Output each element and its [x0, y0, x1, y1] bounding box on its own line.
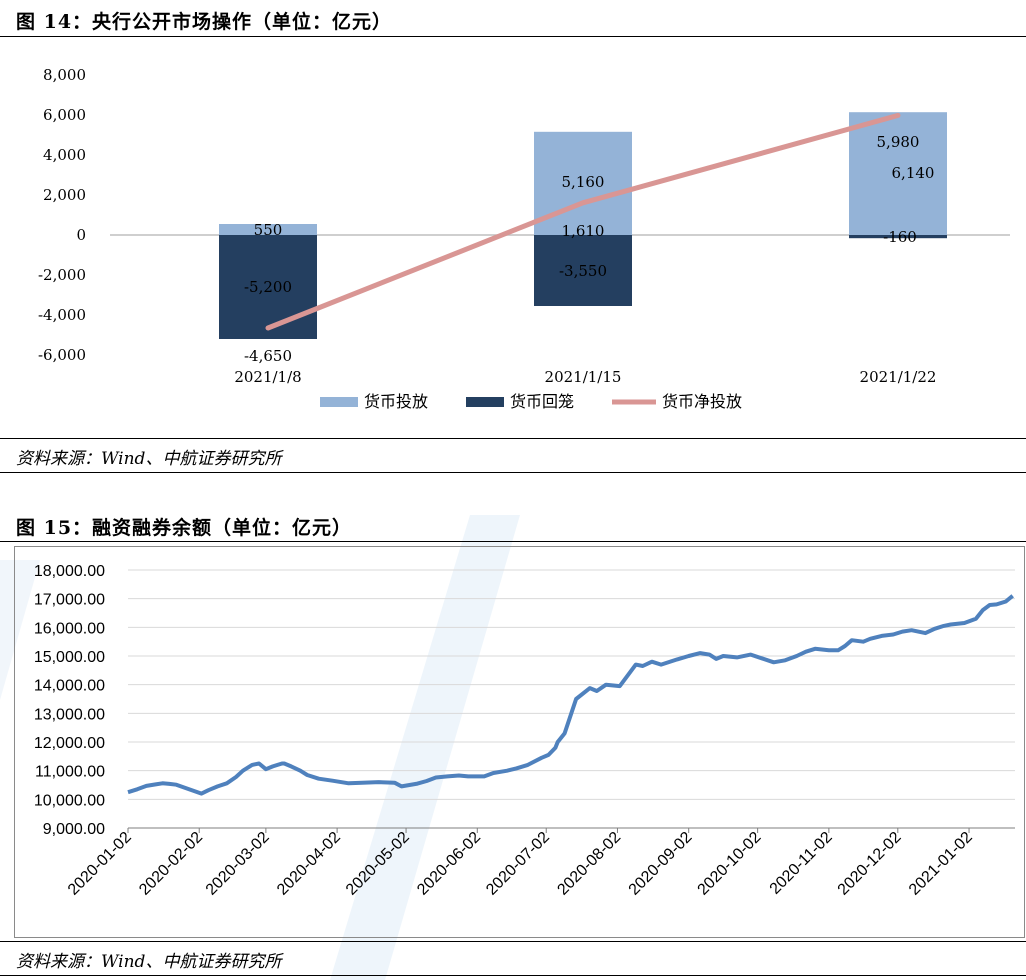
figure1-bottom-rule [0, 438, 1026, 439]
net-injection-label: -4,650 [244, 347, 292, 365]
y-tick-label: 11,000.00 [35, 764, 105, 781]
figure2-source: 资料来源：Wind、中航证券研究所 [16, 952, 282, 972]
y-tick-label: -2,000 [38, 266, 86, 284]
y-tick-label: 10,000.00 [34, 792, 105, 809]
figure1-source: 资料来源：Wind、中航证券研究所 [16, 449, 282, 469]
legend-label-withdrawal: 货币回笼 [510, 392, 574, 411]
injection-label: 5,160 [562, 173, 605, 191]
y-tick-label: 13,000.00 [34, 706, 105, 723]
legend-swatch-injection [320, 397, 358, 407]
x-tick-label: 2020-11-02 [767, 829, 836, 898]
x-tick-label: 2020-03-02 [203, 829, 273, 899]
y-tick-label: 12,000.00 [34, 735, 105, 752]
y-tick-label: -4,000 [38, 306, 86, 324]
x-tick-label: 2020-06-02 [414, 829, 484, 899]
y-tick-label: 16,000.00 [34, 620, 105, 637]
figure2-top-rule [0, 541, 1026, 542]
x-tick-label: 2021/1/8 [234, 368, 301, 386]
injection-label: 6,140 [892, 164, 935, 182]
figure2-bottom-rule [0, 941, 1026, 942]
y-tick-label: 2,000 [43, 186, 86, 204]
legend-label-net: 货币净投放 [662, 392, 742, 411]
x-tick-label: 2021-01-02 [906, 829, 976, 899]
x-tick-label: 2020-09-02 [626, 829, 696, 899]
y-tick-label: 9,000.00 [43, 821, 105, 838]
net-injection-label: 1,610 [562, 222, 605, 240]
y-tick-label: 17,000.00 [34, 592, 105, 609]
net-injection-label: 5,980 [877, 133, 920, 151]
x-tick-label: 2020-02-02 [136, 829, 206, 899]
margin-balance-line [127, 594, 1014, 796]
withdrawal-bar [219, 235, 317, 339]
y-tick-label: 4,000 [43, 146, 86, 164]
withdrawal-label: -5,200 [244, 278, 292, 296]
y-tick-label: 8,000 [43, 66, 86, 84]
net-injection-line [265, 112, 901, 331]
withdrawal-bar [849, 235, 947, 239]
figure1-title: 图 14：央行公开市场操作（单位：亿元） [16, 11, 393, 33]
x-tick-label: 2021/1/22 [860, 368, 937, 386]
y-tick-label: -6,000 [38, 346, 86, 364]
x-tick-label: 2020-07-02 [483, 829, 553, 899]
figure2-plot-frame [14, 546, 1025, 938]
injection-bar [849, 112, 947, 235]
x-tick-label: 2020-12-02 [835, 829, 905, 899]
withdrawal-label: -3,550 [559, 262, 607, 280]
injection-label: 550 [254, 221, 283, 239]
figure2-source-rule [0, 975, 1026, 976]
figure1-chart: 8,0006,0004,0002,0000-2,000-4,000-6,000 … [38, 66, 1010, 411]
figure1-top-rule [0, 36, 1026, 37]
y-tick-label: 0 [76, 226, 86, 244]
legend-label-injection: 货币投放 [364, 392, 428, 411]
y-tick-label: 18,000.00 [34, 563, 105, 580]
x-tick-label: 2020-08-02 [554, 829, 624, 899]
withdrawal-label: -160 [883, 228, 917, 246]
x-tick-label: 2020-10-02 [695, 829, 765, 899]
y-tick-label: 6,000 [43, 106, 86, 124]
x-tick-label: 2020-04-02 [274, 829, 344, 899]
y-tick-label: 14,000.00 [34, 678, 105, 695]
x-tick-label: 2020-01-02 [65, 829, 135, 899]
figure2-title: 图 15：融资融券余额（单位：亿元） [16, 517, 353, 539]
x-tick-label: 2020-05-02 [343, 829, 413, 899]
injection-bar [219, 224, 317, 235]
figure2-chart: 18,000.00 17,000.00 16,000.00 15,000.00 14,0… [34, 563, 1015, 899]
y-tick-label: 15,000.00 [34, 649, 105, 666]
x-tick-label: 2021/1/15 [545, 368, 622, 386]
legend-swatch-withdrawal [466, 397, 504, 407]
withdrawal-bar [534, 235, 632, 306]
figure1-source-rule [0, 472, 1026, 473]
